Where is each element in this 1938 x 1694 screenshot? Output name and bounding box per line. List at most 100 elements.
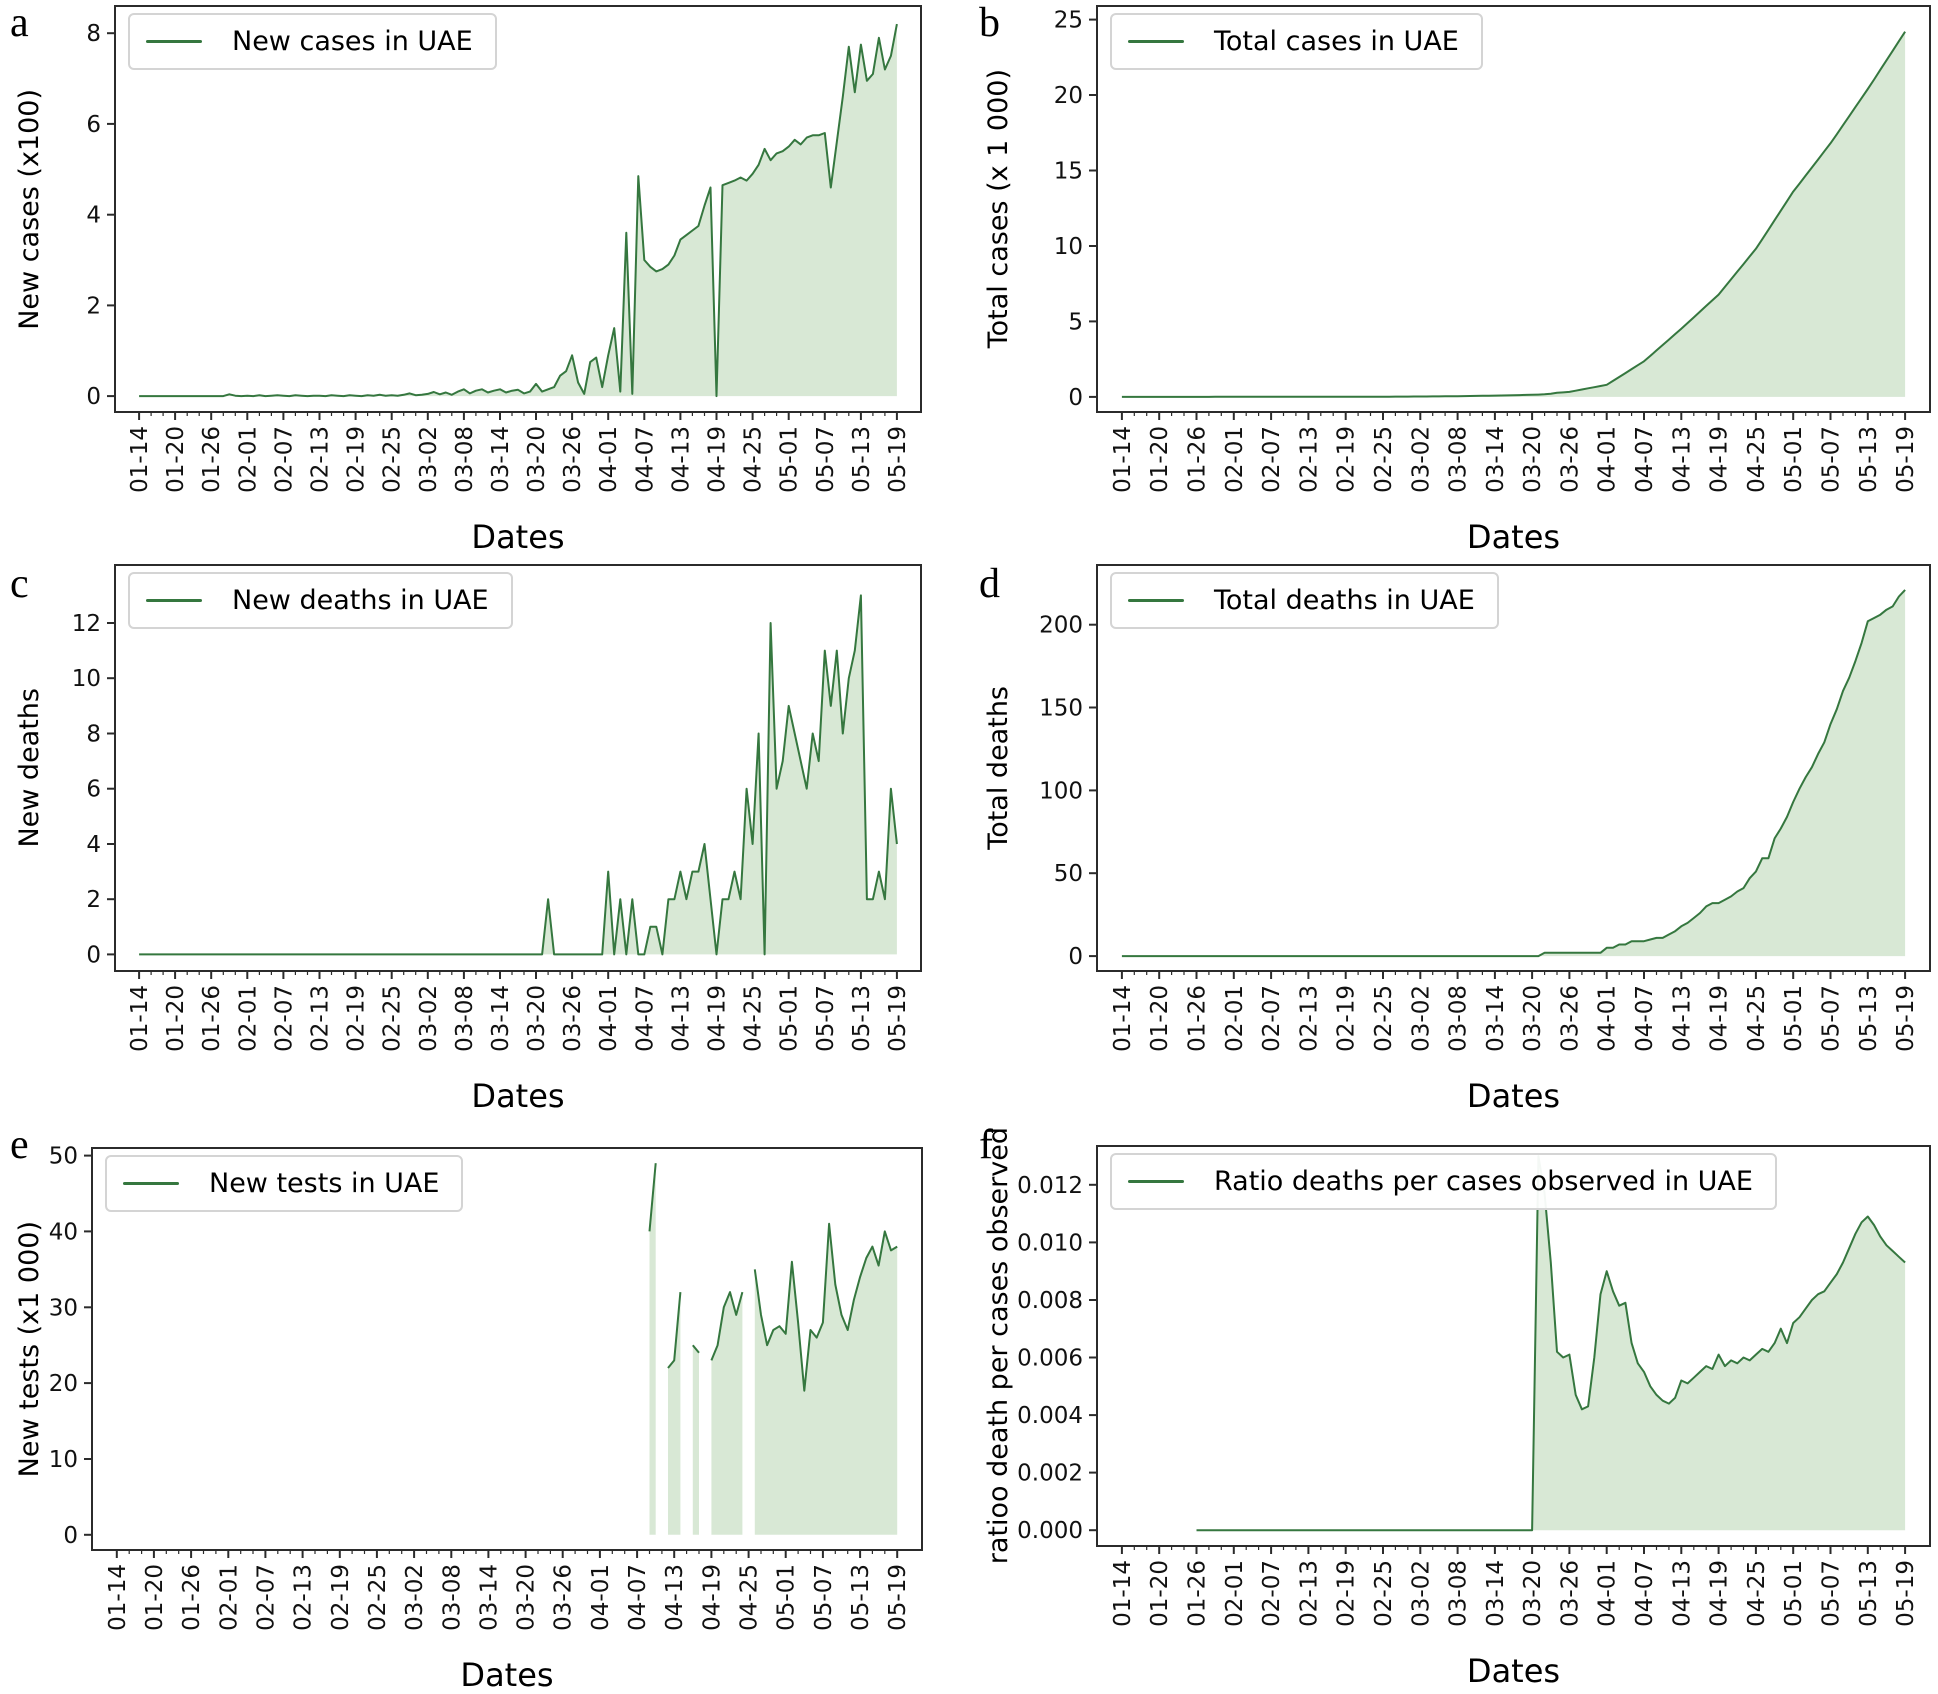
x-tick-label: 03-02 <box>1408 985 1434 1052</box>
panel-c: 0 2 4 6 8 10 12 01-14 01-20 01-26 02-01 02-07 02-13 0… <box>0 561 969 1122</box>
x-tick-label: 05-01 <box>1781 426 1807 493</box>
x-tick-label: 01-14 <box>127 985 153 1052</box>
y-axis-title-wrap: New deaths <box>6 565 52 971</box>
y-tick-label: 10 <box>1054 234 1083 260</box>
x-tick-label: 04-07 <box>625 1564 651 1631</box>
x-tick-label: 02-13 <box>308 426 334 493</box>
y-tick-label: 10 <box>72 666 101 692</box>
x-tick-label: 03-08 <box>452 985 478 1052</box>
x-tick-label: 02-13 <box>291 1564 317 1631</box>
x-tick-label: 04-25 <box>1744 985 1770 1052</box>
y-tick-label: 15 <box>1054 159 1083 185</box>
x-tick-label: 02-13 <box>308 985 334 1052</box>
legend: Ratio deaths per cases observed in UAE <box>1110 1153 1777 1210</box>
legend-label: Ratio deaths per cases observed in UAE <box>1214 1166 1753 1197</box>
panel-b: 0 5 10 15 20 25 01-14 01-20 01-26 02-01 02-07 02-13… <box>969 0 1938 561</box>
legend-label: Total cases in UAE <box>1214 26 1459 57</box>
legend-line-icon <box>146 40 202 43</box>
x-tick-label: 01-14 <box>127 426 153 493</box>
x-tick-label: 02-25 <box>380 426 406 493</box>
legend: New tests in UAE <box>105 1155 464 1212</box>
y-tick-label: 0.000 <box>1017 1518 1083 1544</box>
x-tick-label: 02-01 <box>216 1564 242 1631</box>
x-tick-label: 04-07 <box>632 985 658 1052</box>
legend-line-icon <box>123 1182 179 1185</box>
area-chart: 0 5 10 15 20 25 01-14 01-20 01-26 02-01 02-07 02-13… <box>1054 5 1931 493</box>
legend-label: New cases in UAE <box>232 26 473 57</box>
x-tick-label: 04-13 <box>668 426 694 493</box>
x-tick-label: 02-01 <box>1222 1560 1248 1627</box>
panel-f: 0.000 0.002 0.004 0.006 0.008 0.010 0.012 01-14… <box>969 1122 1938 1690</box>
x-tick-label: 03-02 <box>1408 1560 1434 1627</box>
legend: Total deaths in UAE <box>1110 572 1499 629</box>
area-fill <box>649 1163 656 1535</box>
y-axis-title: New cases (x100) <box>13 88 45 330</box>
panel-letter: a <box>10 0 29 46</box>
data-line <box>1196 1155 1906 1532</box>
x-tick-label: 04-01 <box>1595 1560 1621 1627</box>
y-tick-label: 25 <box>1054 8 1083 34</box>
x-tick-label: 01-20 <box>1147 985 1173 1052</box>
x-tick-label: 04-19 <box>1707 985 1733 1052</box>
legend-line-icon <box>1128 599 1184 602</box>
y-axis-title: Total cases (x 1 000) <box>982 69 1014 349</box>
x-tick-label: 04-13 <box>662 1564 688 1631</box>
panel-a: 0 2 4 6 8 01-14 01-20 01-26 02-01 02-07 02-13 02-19… <box>0 0 969 561</box>
y-axis-title-wrap: New tests (x1 000) <box>6 1148 52 1550</box>
y-axis-title: ratioo death per cases observed <box>982 1127 1014 1565</box>
x-tick-label: 02-25 <box>1371 985 1397 1052</box>
legend-line-icon <box>1128 40 1184 43</box>
x-tick-label: 03-20 <box>524 426 550 493</box>
y-axis-title: New tests (x1 000) <box>13 1220 45 1478</box>
y-tick-label: 200 <box>1039 613 1083 639</box>
x-tick-label: 03-02 <box>1408 426 1434 493</box>
panel-letter: f <box>979 1122 993 1168</box>
x-tick-label: 02-07 <box>271 985 297 1052</box>
area-fill <box>692 1345 699 1535</box>
x-tick-label: 03-26 <box>1557 985 1583 1052</box>
x-axis-title: Dates <box>471 1077 565 1115</box>
x-tick-label: 03-08 <box>452 426 478 493</box>
x-tick-label: 03-26 <box>551 1564 577 1631</box>
plot-frame <box>1096 1145 1931 1547</box>
data-line <box>667 1292 682 1369</box>
y-tick-label: 6 <box>86 777 101 803</box>
area-chart: 0 2 4 6 8 01-14 01-20 01-26 02-01 02-07 02-13 02-19… <box>86 5 922 493</box>
x-tick-label: 04-01 <box>596 426 622 493</box>
x-tick-label: 01-26 <box>179 1564 205 1631</box>
y-tick-label: 0 <box>1068 385 1083 411</box>
x-tick-label: 04-19 <box>1707 1560 1733 1627</box>
x-tick-label: 01-14 <box>1110 1560 1136 1627</box>
x-tick-label: 02-25 <box>365 1564 391 1631</box>
area-chart: 0 50 100 150 200 01-14 01-20 01-26 02-01 02-07 02-… <box>1039 564 1931 1052</box>
x-tick-label: 04-13 <box>1669 1560 1695 1627</box>
x-tick-label: 05-19 <box>1893 985 1919 1052</box>
x-tick-label: 05-07 <box>1819 426 1845 493</box>
x-tick-label: 01-14 <box>1110 985 1136 1052</box>
x-tick-label: 03-26 <box>560 985 586 1052</box>
x-tick-label: 03-02 <box>416 426 442 493</box>
panel-letter: d <box>979 561 1000 607</box>
data-line <box>753 1222 898 1392</box>
x-tick-label: 02-19 <box>1334 426 1360 493</box>
x-tick-label: 04-01 <box>1595 985 1621 1052</box>
y-tick-label: 12 <box>72 611 101 637</box>
panel-letter: b <box>979 0 1000 46</box>
x-tick-label: 02-25 <box>1371 1560 1397 1627</box>
x-tick-label: 03-14 <box>488 985 514 1052</box>
x-tick-label: 02-13 <box>1296 426 1322 493</box>
x-tick-label: 04-19 <box>1707 426 1733 493</box>
x-tick-label: 04-07 <box>1632 426 1658 493</box>
y-axis-title: Total deaths <box>982 686 1014 850</box>
plot-frame <box>91 1147 923 1551</box>
y-tick-label: 40 <box>49 1219 78 1245</box>
y-tick-label: 0 <box>86 384 101 410</box>
x-tick-label: 05-19 <box>1893 1560 1919 1627</box>
x-tick-label: 01-20 <box>142 1564 168 1631</box>
x-tick-label: 05-07 <box>813 426 839 493</box>
x-tick-label: 02-13 <box>1296 1560 1322 1627</box>
x-tick-label: 01-14 <box>1110 426 1136 493</box>
x-tick-label: 04-01 <box>596 985 622 1052</box>
x-tick-label: 02-19 <box>328 1564 354 1631</box>
x-tick-label: 05-13 <box>848 1564 874 1631</box>
